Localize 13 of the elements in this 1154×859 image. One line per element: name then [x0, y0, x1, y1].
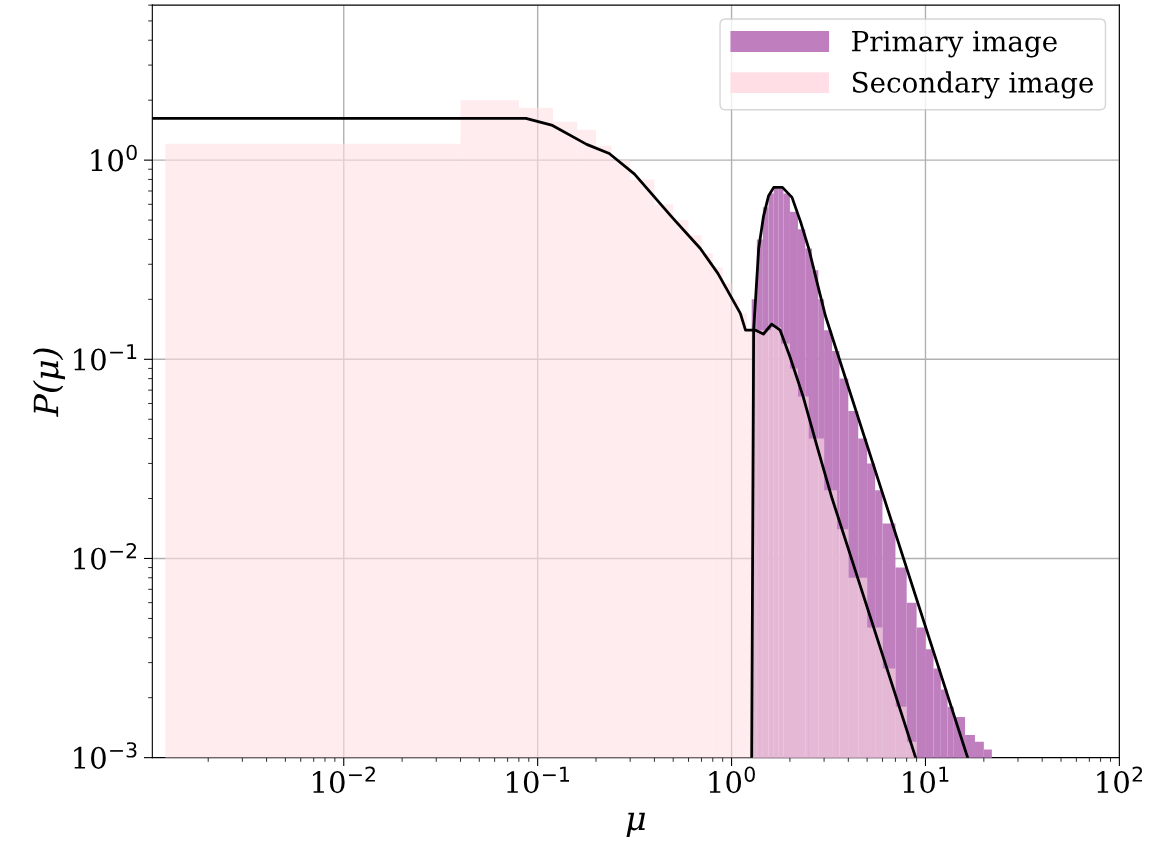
x-tick-label: 10$^{−2}$: [313, 766, 375, 794]
y-axis-title: P(μ): [32, 348, 66, 417]
y-tick-label: 10$^{−3}$: [74, 742, 137, 769]
legend-label: Secondary image: [852, 71, 1093, 99]
y-tick-label: 10$^{0}$: [91, 144, 137, 172]
x-tick-label: 10$^{2}$: [1097, 766, 1143, 794]
x-tick-label: 10$^{−1}$: [506, 766, 569, 794]
x-axis-title: μ: [626, 812, 646, 837]
y-tick-label: 10$^{−2}$: [74, 543, 137, 570]
legend-label: Primary image: [852, 30, 1057, 58]
y-tick-label: 10$^{−1}$: [74, 344, 137, 371]
x-tick-label: 10$^{1}$: [903, 766, 949, 794]
x-tick-label: 10$^{0}$: [709, 766, 755, 794]
